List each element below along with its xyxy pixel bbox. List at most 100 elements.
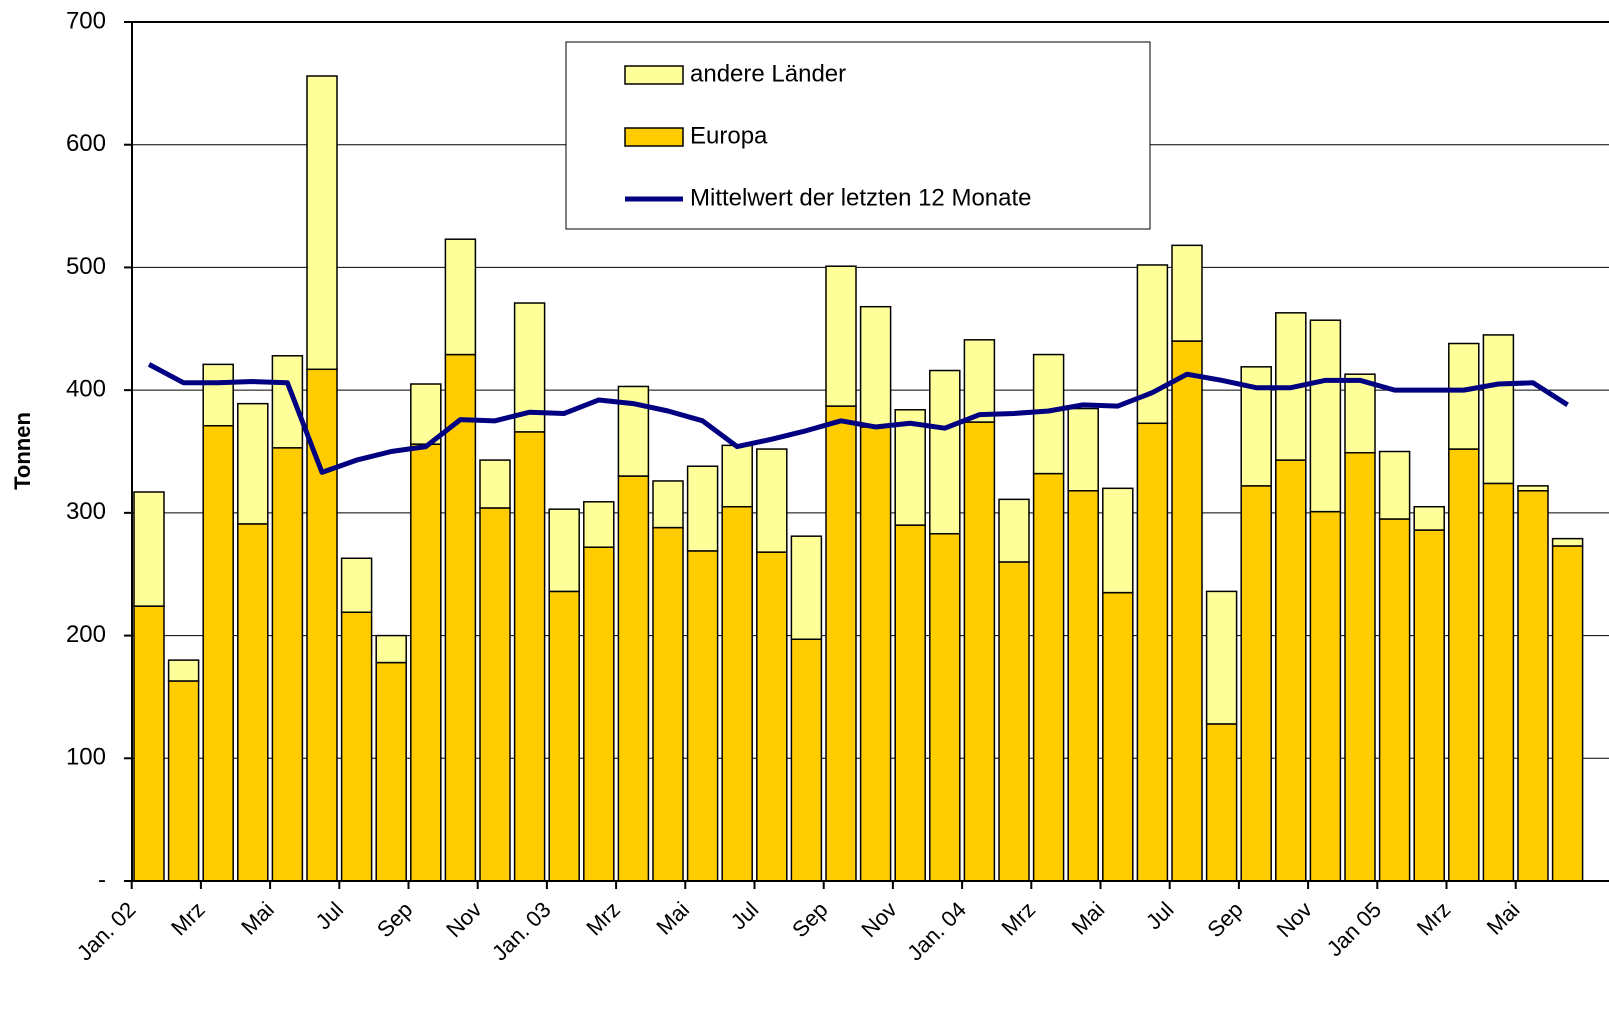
- bar: [686, 465, 719, 552]
- bar: [375, 634, 407, 664]
- y-tick-label: 200: [66, 621, 106, 648]
- bar: [1448, 448, 1480, 882]
- bar: [825, 265, 857, 407]
- x-tick-label: Sep: [787, 897, 832, 942]
- bar: [894, 409, 926, 526]
- bar: [306, 75, 338, 371]
- bar: [1517, 490, 1549, 882]
- bar: [721, 505, 753, 882]
- bar: [1067, 490, 1099, 882]
- bar: [1136, 264, 1169, 425]
- bar: [790, 535, 823, 641]
- legend-label: Europa: [690, 122, 768, 149]
- bar: [1136, 422, 1169, 882]
- bar: [652, 526, 684, 882]
- bar: [1171, 244, 1203, 342]
- bar: [167, 680, 200, 882]
- x-tick-label: Jan. 04: [902, 897, 971, 966]
- x-tick-label: Nov: [441, 897, 486, 942]
- bar: [133, 491, 165, 607]
- bar: [133, 605, 165, 882]
- bar: [963, 339, 996, 423]
- x-tick-label: Mai: [1067, 897, 1110, 940]
- bar: [1482, 334, 1515, 485]
- bar: [1378, 518, 1411, 882]
- bar: [1240, 485, 1272, 882]
- legend-swatch: [624, 65, 684, 85]
- x-tick-label: Mrz: [166, 897, 210, 941]
- x-tick-label: Mrz: [997, 897, 1041, 941]
- bar: [583, 546, 615, 882]
- bar: [1551, 545, 1584, 882]
- bar: [1344, 373, 1376, 454]
- y-tick-label: 100: [66, 744, 106, 771]
- bar: [998, 498, 1030, 563]
- bar: [1102, 591, 1134, 882]
- bar: [444, 353, 477, 882]
- x-tick-label: Sep: [1202, 897, 1247, 942]
- bar: [1551, 537, 1584, 547]
- bar: [513, 431, 546, 882]
- bar: [167, 659, 200, 682]
- average-line: [147, 362, 1569, 475]
- y-tick-label: 600: [66, 130, 106, 157]
- bar: [202, 424, 234, 882]
- bar: [1171, 340, 1203, 882]
- bar: [340, 611, 373, 882]
- bar: [340, 557, 373, 614]
- legend-label: andere Länder: [690, 60, 846, 87]
- x-tick-label: Jan. 02: [72, 897, 141, 966]
- x-tick-label: Mrz: [1412, 897, 1456, 941]
- bar: [859, 305, 892, 428]
- bar: [548, 590, 580, 882]
- bar: [617, 475, 650, 882]
- bar: [721, 444, 753, 508]
- x-tick-label: Jul: [311, 897, 349, 935]
- bar: [1102, 487, 1134, 594]
- bar: [1482, 482, 1515, 882]
- bar: [1344, 451, 1376, 882]
- bar: [859, 426, 892, 882]
- x-tick-label: Jul: [1141, 897, 1179, 935]
- bar: [963, 421, 996, 882]
- bar: [652, 480, 684, 529]
- bar: [617, 385, 650, 477]
- x-tick-label: Nov: [856, 897, 901, 942]
- bar: [1413, 529, 1445, 882]
- bar: [271, 355, 304, 449]
- bar: [1309, 319, 1342, 513]
- bar: [1448, 342, 1480, 450]
- bar: [929, 532, 961, 882]
- bar: [756, 551, 788, 882]
- legend-swatch: [624, 127, 684, 147]
- x-tick-label: Mai: [651, 897, 694, 940]
- bar: [894, 524, 926, 882]
- bar: [237, 402, 269, 525]
- y-tick-label: -: [98, 866, 106, 893]
- bar: [1032, 472, 1065, 882]
- bar: [1413, 505, 1445, 531]
- bar: [929, 369, 961, 535]
- bar: [410, 383, 442, 445]
- bar: [1517, 485, 1549, 492]
- bar: [1205, 590, 1238, 725]
- bar: [410, 443, 442, 882]
- bar: [583, 501, 615, 548]
- bar: [1275, 459, 1307, 882]
- bar: [686, 550, 719, 882]
- x-tick-label: Jul: [726, 897, 764, 935]
- legend-label: Mittelwert der letzten 12 Monate: [690, 184, 1032, 211]
- y-tick-label: 400: [66, 375, 106, 402]
- bar: [825, 405, 857, 882]
- bar: [790, 638, 823, 882]
- y-tick-label: 500: [66, 253, 106, 280]
- y-axis-label: Tonnen: [10, 412, 35, 490]
- x-tick-label: Jan. 03: [487, 897, 556, 966]
- x-tick-label: Sep: [372, 897, 417, 942]
- bar: [1309, 510, 1342, 882]
- bar: [237, 523, 269, 882]
- bar: [756, 448, 788, 553]
- bar: [479, 459, 511, 509]
- bar: [998, 561, 1030, 882]
